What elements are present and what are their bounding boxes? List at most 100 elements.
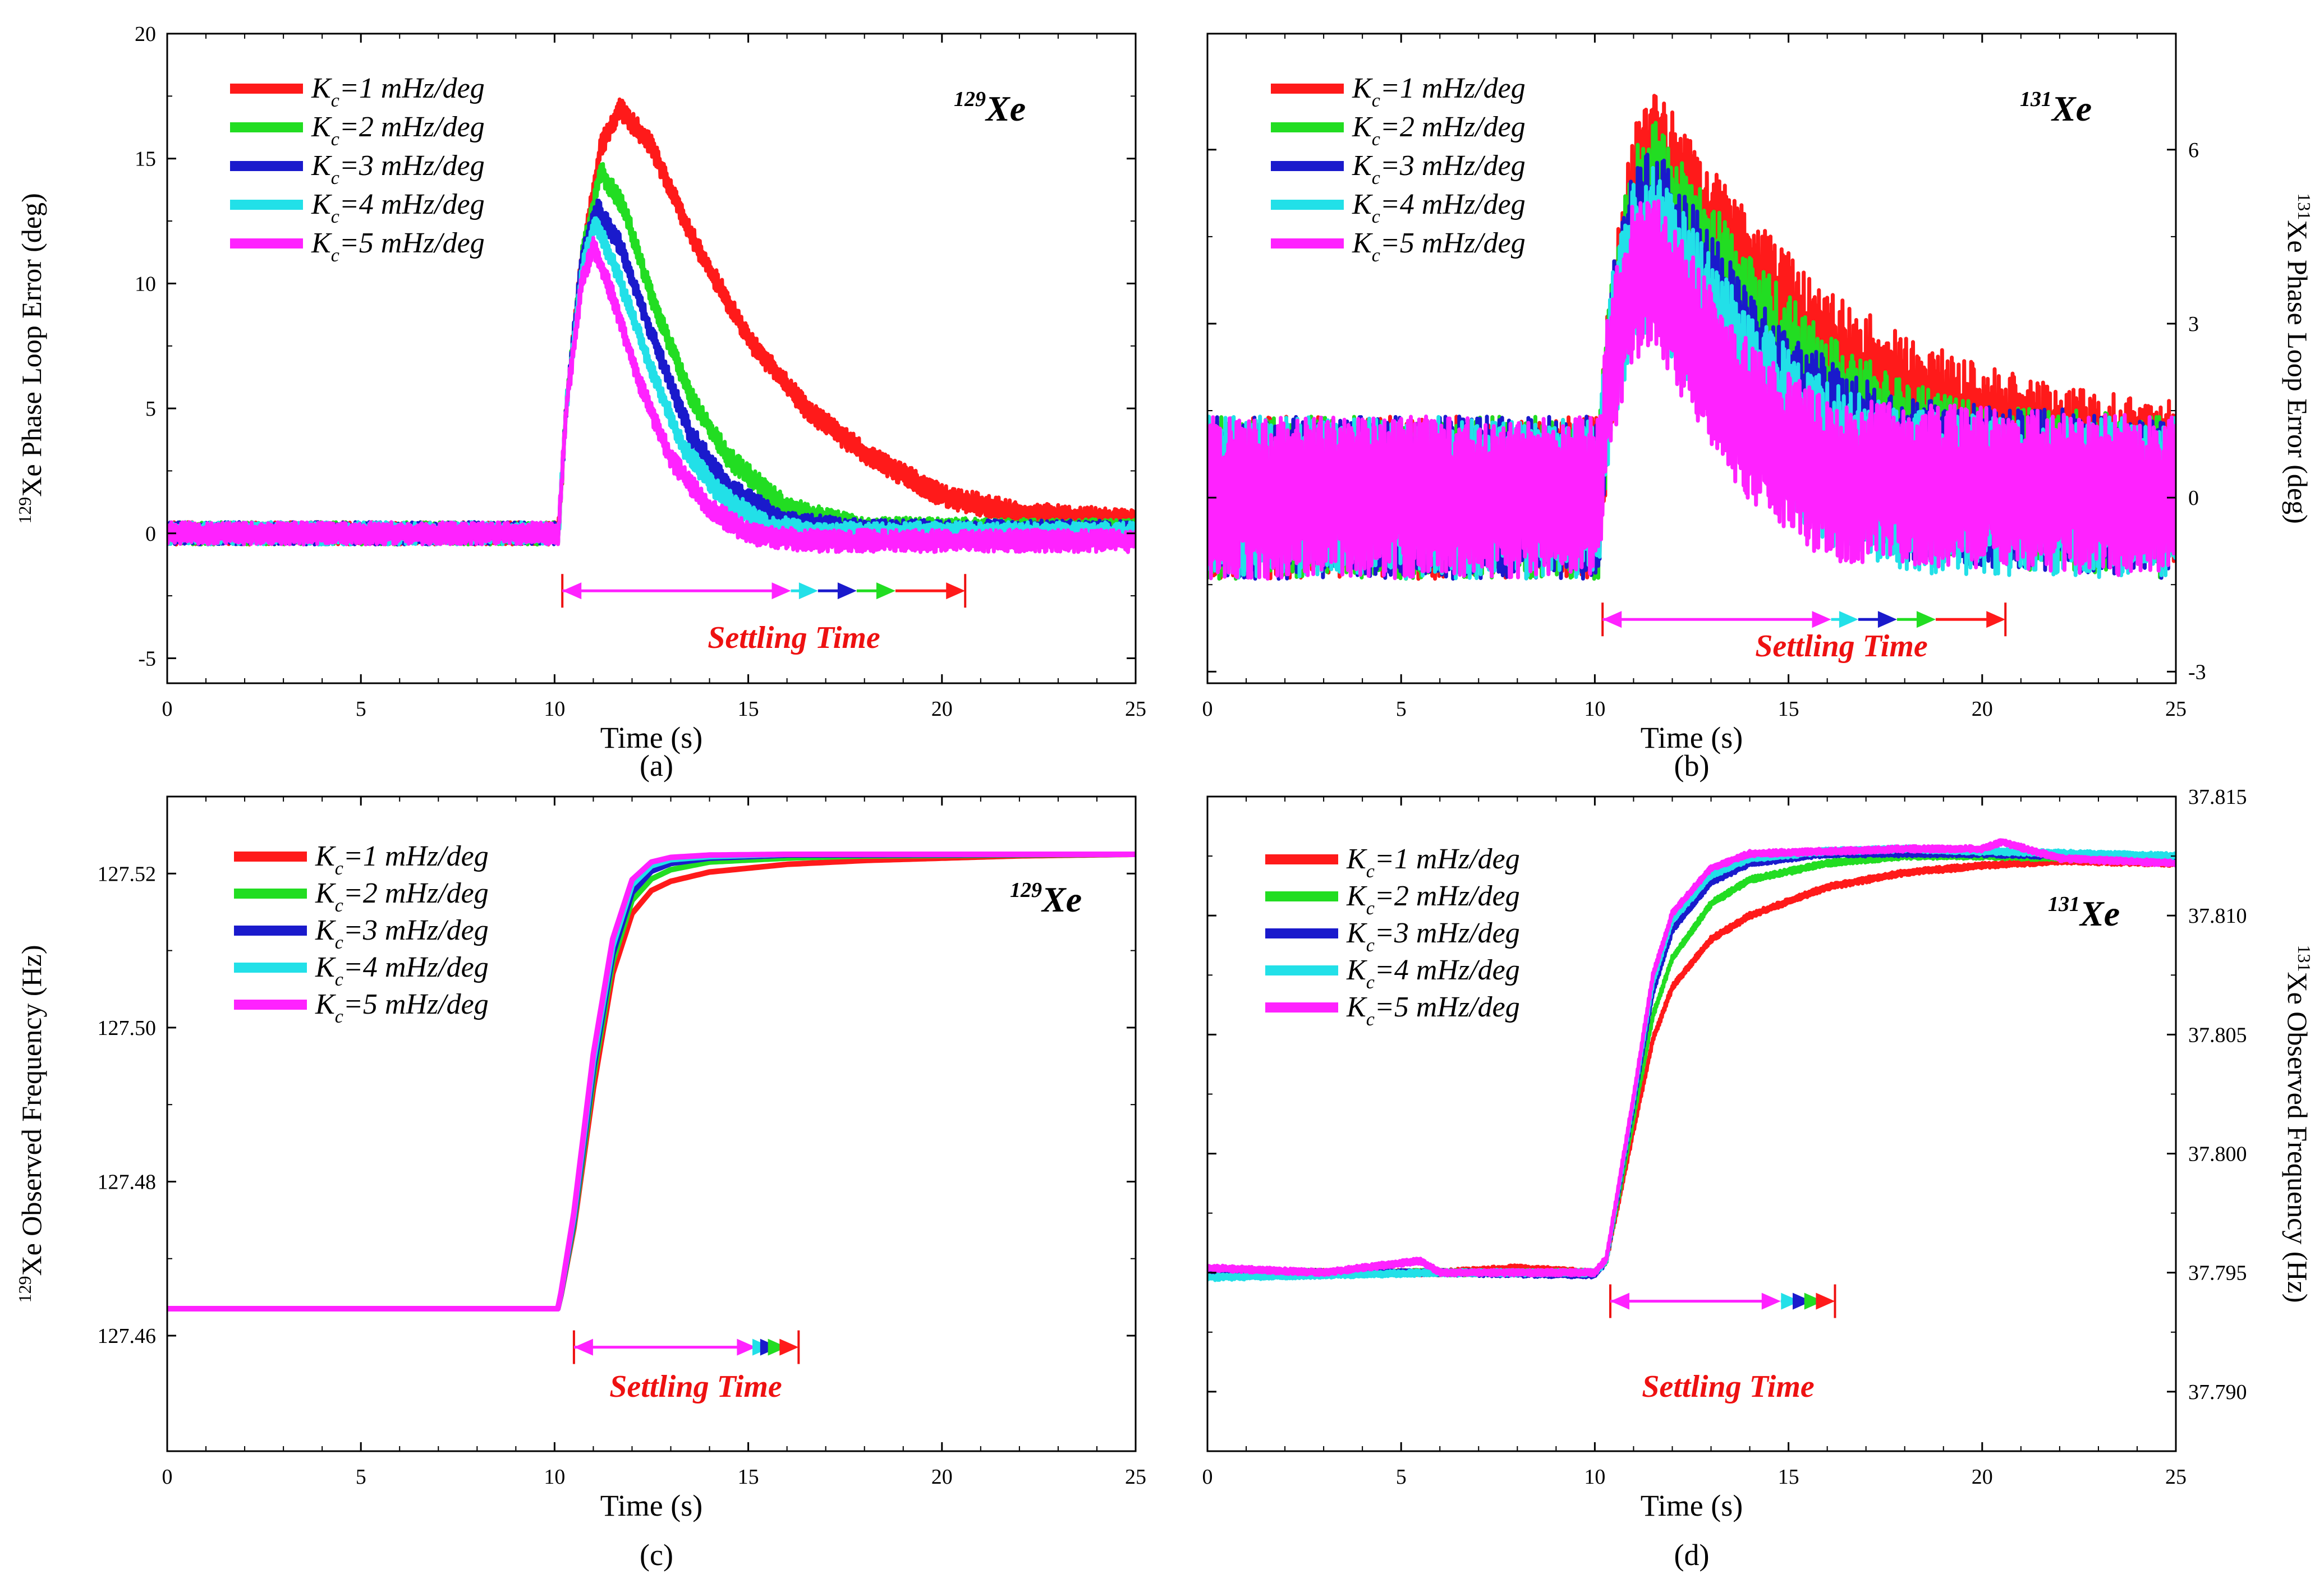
plot-area [1207,838,2176,1282]
x-tick-label: 15 [738,697,759,721]
isotope-superscript: 131 [2048,892,2080,916]
series-line-4 [167,852,1136,1312]
series-line-2 [167,162,1136,547]
legend-entry: Kc=1 mHz/deg [311,72,485,111]
legend-k-symbol: K [315,914,336,946]
legend-k-symbol: K [311,72,332,104]
legend-k-subscript: c [1372,90,1380,111]
legend-entry-text: =2 mHz/deg [1380,111,1526,143]
legend-k-subscript: c [331,90,339,111]
legend-entry: Kc=4 mHz/deg [1352,188,1526,227]
series-line-4 [1207,844,2176,1282]
settling-arrowhead-4 [798,582,818,600]
x-tick-label: 0 [1202,1465,1213,1489]
isotope-symbol: Xe [2051,89,2092,128]
legend-entry-text: =1 mHz/deg [1375,843,1520,875]
legend-entry: Kc=2 mHz/deg [1352,111,1526,150]
legend-entry-text: =5 mHz/deg [339,227,485,259]
y-axis-label: 131Xe Observed Frequency (Hz) [2282,945,2314,1303]
isotope-symbol: Xe [2079,894,2120,933]
legend-entry-text: =4 mHz/deg [1380,188,1526,220]
legend-entry: Kc=3 mHz/deg [311,150,485,188]
legend-k-symbol: K [1352,150,1373,182]
legend-entry: Kc=4 mHz/deg [311,188,485,227]
legend-entry: Kc=5 mHz/deg [1352,227,1526,266]
settling-arrowhead-3 [1793,1292,1812,1310]
legend-k-subscript: c [335,858,343,879]
legend-k-symbol: K [315,988,336,1020]
legend-entry: Kc=1 mHz/deg [315,840,489,879]
isotope-superscript: 129 [1010,878,1042,902]
settling-arrowhead-start [573,1338,593,1356]
x-axis-label: Time (s) [1641,721,1743,754]
legend-k-symbol: K [1352,111,1373,143]
settling-arrowhead-1 [946,582,966,600]
legend-k-symbol: K [1352,188,1373,220]
y-axis-label-superscript: 129 [15,497,35,524]
axes-frame [166,33,1137,684]
y-axis-label: 129Xe Phase Loop Error (deg) [15,193,47,523]
legend-entry: Kc=2 mHz/deg [315,877,489,916]
x-tick-label: 10 [1584,697,1605,721]
y-tick-label: 127.50 [98,1016,157,1040]
settling-time-label: Settling Time [609,1369,782,1404]
legend-entry-text: =2 mHz/deg [339,111,485,143]
series-line-2 [1207,851,2176,1278]
settling-arrowhead-1 [779,1338,799,1356]
plot-area [167,97,1136,554]
chart-panel-c: 0 5 10 15 20 25 127.46 127.48 127.50 127.52 Time (… [15,795,1146,1572]
x-tick-label: 5 [356,697,366,721]
x-tick-label: 20 [931,1465,953,1489]
series-line-5 [167,236,1136,554]
y-axis-label-superscript: 131 [2294,193,2314,220]
x-tick-label: 5 [1396,697,1407,721]
legend-entry-text: =3 mHz/deg [339,150,485,182]
x-tick-label: 20 [931,697,953,721]
y-axis-label-text: Xe Observed Frequency (Hz) [2282,972,2313,1303]
y-tick-label: 5 [145,397,156,421]
legend-k-subscript: c [335,895,343,916]
settling-time-label: Settling Time [1755,629,1927,664]
x-tick-label: 20 [1972,697,1993,721]
y-tick-label: 37.800 [2188,1143,2247,1166]
settling-arrowhead-1 [1816,1292,1835,1310]
legend-entry-text: =2 mHz/deg [1375,880,1520,912]
x-axis-label: Time (s) [600,1489,703,1522]
legend-k-symbol: K [311,227,332,259]
isotope-superscript: 131 [2020,88,2052,111]
legend-entry: Kc=5 mHz/deg [1346,991,1520,1030]
legend-entry-text: =1 mHz/deg [1380,72,1526,104]
isotope-superscript: 129 [954,88,986,111]
legend-k-subscript: c [1366,898,1375,919]
y-tick-label: 0 [145,522,156,546]
series-line-2 [167,852,1136,1312]
settling-time-annotation: Settling Time [561,574,967,655]
x-tick-label: 20 [1972,1465,1993,1489]
settling-arrowhead-5 [737,1338,756,1356]
isotope-label: 131Xe [2048,892,2120,933]
axes-frame [166,795,1137,1452]
x-tick-label: 25 [2165,697,2187,721]
y-axis-label-text: Xe Phase Loop Error (deg) [2282,220,2313,523]
plot-area [167,852,1136,1312]
legend-entry-text: =5 mHz/deg [1380,227,1526,259]
legend-entry: Kc=5 mHz/deg [315,988,489,1027]
legend-k-symbol: K [1352,227,1373,259]
legend-entry-text: =4 mHz/deg [339,188,485,220]
series-line-5 [167,852,1136,1312]
y-tick-label: 0 [2188,486,2199,510]
y-tick-label: 3 [2188,312,2199,336]
legend-k-symbol: K [1352,72,1373,104]
legend-entry: Kc=4 mHz/deg [315,951,489,990]
settling-time-label: Settling Time [1642,1369,1814,1404]
x-tick-label: 15 [1778,697,1799,721]
y-axis-label-text: Xe Phase Loop Error (deg) [16,193,47,496]
x-tick-label: 0 [1202,697,1213,721]
legend-entry: Kc=3 mHz/deg [1352,150,1526,188]
chart-panel-d: 0 5 10 15 20 25 37.790 37.795 37.800 37.805 37.810… [1202,785,2315,1572]
isotope-symbol: Xe [985,89,1026,128]
settling-time-annotation: Settling Time [1601,602,2007,664]
legend-k-subscript: c [1372,245,1380,266]
